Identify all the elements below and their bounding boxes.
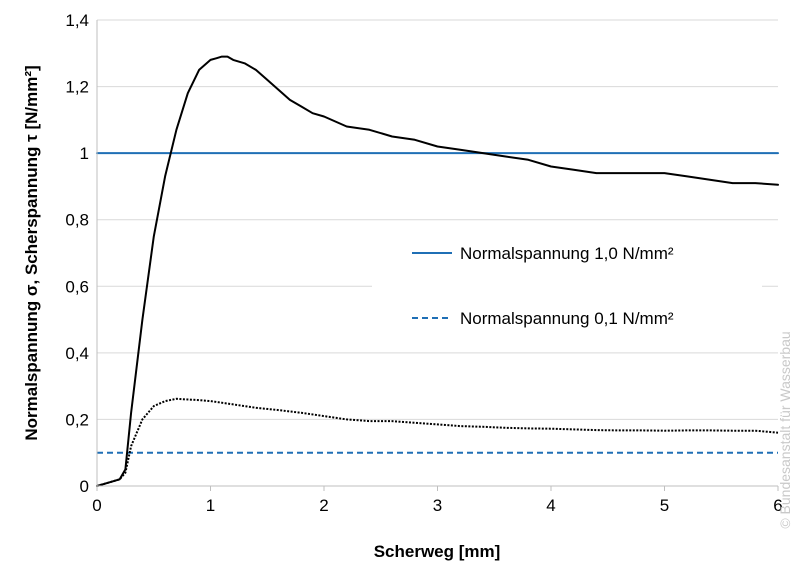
series-layer xyxy=(96,55,779,487)
y-tick-label: 0,4 xyxy=(65,344,89,363)
y-tick-label: 0,2 xyxy=(65,410,89,429)
x-tick-label: 4 xyxy=(546,496,555,515)
y-axis-title: Normalspannung σ, Scherspannung τ [N/mm²… xyxy=(22,65,41,440)
y-tick-label: 0,8 xyxy=(65,211,89,230)
y-tick-label: 1 xyxy=(80,144,89,163)
tick-labels: 0 0,2 0,4 0,6 0,8 1 1,2 1,4 0 1 2 3 4 5 6 xyxy=(65,11,782,515)
y-tick-label: 0,6 xyxy=(65,277,89,296)
x-tick-label: 5 xyxy=(660,496,669,515)
x-tick-label: 2 xyxy=(319,496,328,515)
series-shear-1-0 xyxy=(96,55,779,487)
series-shear-0-1 xyxy=(96,397,779,487)
legend-label-normal-1-0: Normalspannung 1,0 N/mm² xyxy=(460,244,674,263)
legend: Normalspannung 1,0 N/mm² Normalspannung … xyxy=(372,228,762,338)
x-tick-label: 0 xyxy=(92,496,101,515)
watermark: © Bundesanstalt für Wasserbau xyxy=(777,331,793,528)
x-tick-label: 6 xyxy=(773,496,782,515)
legend-background xyxy=(372,228,762,338)
y-tick-label: 1,4 xyxy=(65,11,89,30)
x-tick-label: 3 xyxy=(433,496,442,515)
x-tick-label: 1 xyxy=(206,496,215,515)
legend-label-normal-0-1: Normalspannung 0,1 N/mm² xyxy=(460,309,674,328)
y-tick-label: 0 xyxy=(80,477,89,496)
x-axis-title: Scherweg [mm] xyxy=(374,542,501,561)
axes xyxy=(96,20,779,491)
y-tick-label: 1,2 xyxy=(65,78,89,97)
